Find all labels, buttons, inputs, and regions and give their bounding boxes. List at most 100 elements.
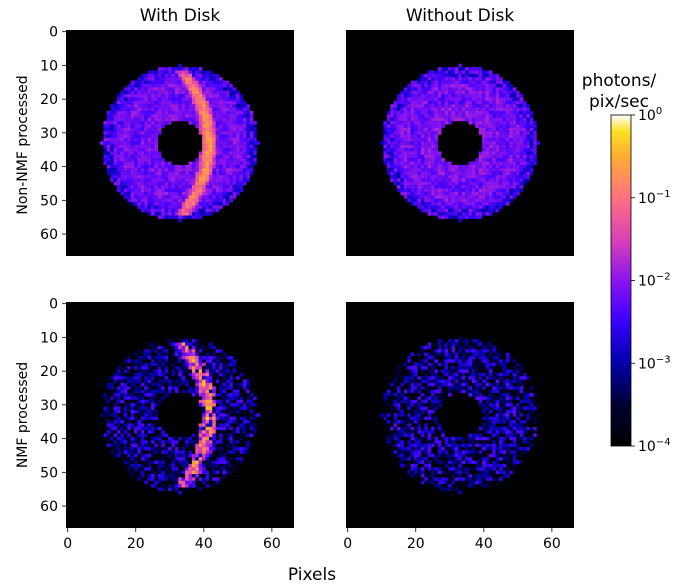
heatmap-pixel [386,164,391,169]
heatmap-pixel [137,399,142,404]
heatmap-pixel [253,420,257,424]
heatmap-pixel [191,178,196,182]
heatmap-pixel [205,100,210,105]
heatmap-pixel [505,94,510,98]
heatmap-pixel [482,191,486,196]
heatmap-pixel [400,137,404,142]
heatmap-pixel [427,406,432,411]
heatmap-pixel [157,208,162,213]
heatmap-pixel [134,90,138,95]
heatmap-pixel [181,178,186,182]
heatmap-pixel [202,131,206,135]
heatmap-pixel [441,202,445,206]
heatmap-pixel [400,382,404,387]
heatmap-pixel [137,426,142,431]
heatmap-pixel [229,198,233,203]
heatmap-pixel [137,154,142,159]
heatmap-pixel [471,97,476,101]
heatmap-pixel [137,372,142,377]
heatmap-pixel [397,406,401,411]
heatmap-pixel [505,107,510,112]
heatmap-pixel [533,144,537,149]
heatmap-pixel [407,399,411,404]
heatmap-pixel [181,67,186,71]
heatmap-pixel [468,386,473,390]
heatmap-pixel [410,188,415,193]
heatmap-pixel [485,114,490,118]
heatmap-pixel [157,474,162,478]
heatmap-pixel [431,188,435,193]
heatmap-pixel [185,457,189,461]
heatmap-pixel [232,191,237,196]
heatmap-pixel [512,124,517,128]
heatmap-pixel [236,188,240,193]
heatmap-pixel [215,73,220,78]
heatmap-pixel [171,205,176,209]
heatmap-pixel [127,433,131,438]
heatmap-pixel [174,90,179,95]
heatmap-pixel [161,191,165,196]
heatmap-pixel [140,450,145,454]
heatmap-pixel [225,188,230,193]
heatmap-pixel [448,83,452,88]
heatmap-pixel [253,134,257,139]
heatmap-pixel [471,376,476,380]
heatmap-pixel [171,342,176,346]
heatmap-pixel [130,83,135,88]
heatmap-pixel [212,379,216,384]
heatmap-pixel [208,359,213,363]
heatmap-pixel [519,376,524,380]
heatmap-pixel [164,467,169,471]
heatmap-pixel [505,399,510,404]
heatmap-pixel [134,362,138,367]
heatmap-pixel [198,208,203,213]
heatmap-pixel [448,97,452,101]
heatmap-pixel [144,191,148,196]
heatmap-pixel [164,477,169,481]
heatmap-pixel [181,171,186,176]
heatmap-pixel [113,171,118,176]
heatmap-pixel [140,83,145,88]
heatmap-pixel [468,339,473,343]
heatmap-pixel [232,436,237,441]
heatmap-pixel [407,94,411,98]
heatmap-pixel [485,399,490,404]
heatmap-pixel [492,114,496,118]
heatmap-pixel [117,450,121,454]
heatmap-pixel [106,413,111,417]
heatmap-pixel [386,141,391,145]
heatmap-pixel [106,151,111,155]
heatmap-pixel [147,70,152,74]
heatmap-pixel [208,440,213,444]
heatmap-pixel [188,386,193,390]
heatmap-pixel [215,114,220,118]
heatmap-pixel [147,87,152,91]
heatmap-pixel [171,107,176,112]
heatmap-pixel [154,80,159,85]
heatmap-pixel [499,359,503,363]
heatmap-pixel [471,80,476,85]
heatmap-pixel [178,379,182,384]
heatmap-pixel [137,121,142,125]
heatmap-pixel [137,443,142,448]
heatmap-pixel [222,423,227,427]
heatmap-pixel [239,420,244,424]
heatmap-pixel [123,420,128,424]
heatmap-pixel [478,87,483,91]
heatmap-pixel [130,114,135,118]
heatmap-pixel [144,124,148,128]
heatmap-pixel [157,359,162,363]
heatmap-pixel [205,379,210,384]
heatmap-pixel [185,188,189,193]
heatmap-pixel [485,175,490,179]
heatmap-pixel [386,117,391,122]
heatmap-pixel [468,345,473,350]
heatmap-pixel [424,100,428,105]
heatmap-pixel [431,151,435,155]
heatmap-pixel [236,97,240,101]
heatmap-pixel [147,399,152,404]
heatmap-pixel [458,63,462,68]
heatmap-pixel [198,70,203,74]
heatmap-pixel [471,104,476,108]
heatmap-pixel [137,382,142,387]
